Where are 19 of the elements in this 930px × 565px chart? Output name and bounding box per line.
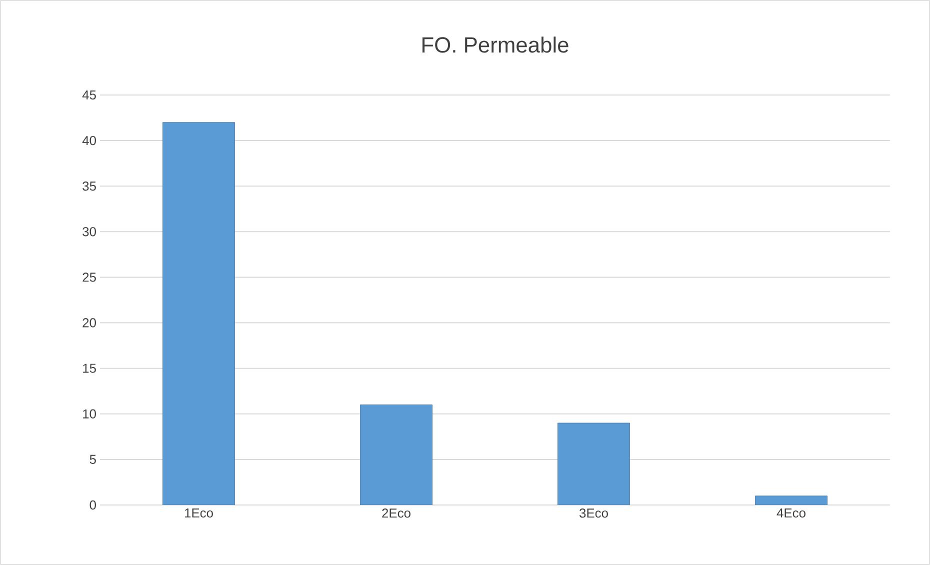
x-tick-label: 3Eco [579,508,608,518]
y-tick-label: 30 [82,227,96,236]
y-tick-label: 35 [82,182,96,191]
x-tick-label: 1Eco [184,508,213,518]
chart-title: FO. Permeable [422,36,568,53]
bar [755,496,828,505]
y-tick-label: 0 [90,500,96,510]
y-tick-label: 40 [82,136,96,146]
x-tick-label: 4Eco [776,508,806,518]
y-tick-label: 20 [82,318,96,328]
bar [558,422,630,505]
bar [162,122,235,505]
y-tick-label: 15 [83,364,96,373]
bar [360,404,432,505]
y-tick-label: 25 [82,272,96,282]
y-tick-label: 10 [83,409,96,418]
x-tick-label: 2Eco [382,508,410,518]
y-tick-label: 5 [90,454,96,464]
y-tick-label: 45 [82,90,96,100]
